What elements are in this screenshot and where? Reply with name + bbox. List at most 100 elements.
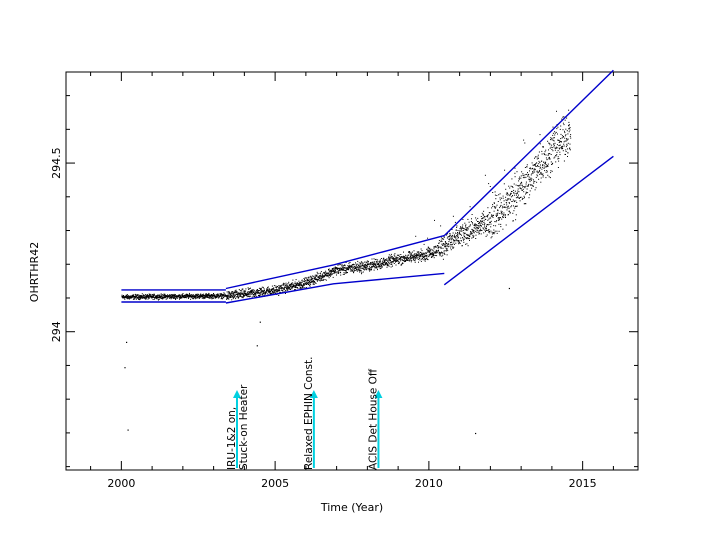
data-point <box>278 286 280 288</box>
data-point <box>541 150 543 152</box>
data-point <box>269 292 271 294</box>
data-point <box>369 268 371 270</box>
data-point <box>251 290 253 292</box>
data-point <box>371 268 372 270</box>
data-point <box>303 278 305 279</box>
data-point <box>505 193 507 195</box>
data-point <box>248 291 250 293</box>
data-point <box>150 293 152 295</box>
data-point <box>504 214 506 216</box>
data-point <box>335 270 336 272</box>
data-point <box>145 296 147 298</box>
data-point <box>427 251 429 253</box>
data-point <box>325 271 327 273</box>
data-point <box>290 284 292 286</box>
data-point <box>393 257 395 259</box>
data-point <box>472 231 474 233</box>
data-point <box>192 298 194 300</box>
data-point <box>569 135 571 137</box>
data-point <box>195 297 197 299</box>
data-point <box>497 210 499 212</box>
data-point <box>503 212 505 214</box>
data-point <box>310 283 312 285</box>
data-point <box>508 185 510 187</box>
data-point <box>563 124 565 126</box>
data-point <box>389 257 391 259</box>
data-point <box>213 293 214 294</box>
data-point <box>524 142 526 144</box>
data-point <box>203 298 205 300</box>
data-point <box>314 281 315 282</box>
data-point <box>285 286 287 288</box>
data-point <box>410 257 412 259</box>
data-point <box>390 255 392 257</box>
data-point <box>312 277 314 279</box>
data-point <box>541 173 542 175</box>
data-point <box>197 295 199 297</box>
data-point <box>544 163 546 165</box>
data-point <box>407 259 409 261</box>
data-point <box>195 297 197 299</box>
data-point <box>536 174 538 176</box>
data-point <box>434 246 436 248</box>
data-point <box>387 264 389 266</box>
data-point <box>429 249 431 251</box>
data-point <box>153 296 155 298</box>
data-point <box>233 294 235 296</box>
data-point <box>285 286 287 288</box>
data-point <box>362 267 364 269</box>
data-point <box>430 248 432 250</box>
data-point <box>135 295 137 296</box>
data-point <box>339 269 341 271</box>
data-point <box>394 259 396 260</box>
data-point <box>263 289 265 291</box>
data-point <box>427 246 429 248</box>
data-point <box>375 265 377 267</box>
data-point <box>283 288 285 290</box>
data-point <box>488 218 490 220</box>
data-point <box>553 140 555 142</box>
data-point <box>207 296 209 297</box>
data-point <box>349 262 351 263</box>
data-point <box>413 256 415 258</box>
data-point <box>412 257 414 259</box>
data-point <box>490 230 492 232</box>
data-point <box>213 295 215 297</box>
data-point <box>147 295 149 296</box>
data-point <box>506 209 508 211</box>
data-point <box>421 256 423 258</box>
data-point <box>204 297 206 299</box>
data-point <box>340 272 342 274</box>
data-point <box>564 132 566 134</box>
data-point <box>214 294 216 296</box>
data-point <box>447 246 449 248</box>
data-point <box>281 284 283 286</box>
data-point <box>415 253 417 255</box>
outlier-point <box>127 429 129 431</box>
data-point <box>489 232 491 234</box>
data-point <box>258 292 260 294</box>
data-point <box>508 207 510 209</box>
data-point <box>179 297 181 299</box>
data-point <box>319 278 321 280</box>
data-point <box>414 253 416 255</box>
data-point <box>564 137 566 139</box>
data-point <box>122 297 124 299</box>
data-point <box>181 296 183 298</box>
x-tick-label: 2010 <box>415 477 443 490</box>
data-point <box>189 295 191 297</box>
data-point <box>459 230 461 232</box>
data-point <box>542 146 544 148</box>
data-point <box>325 270 327 272</box>
data-point <box>549 158 551 160</box>
data-point <box>385 259 387 261</box>
data-point <box>512 220 514 222</box>
data-point <box>273 285 275 287</box>
data-point <box>223 294 225 296</box>
data-point <box>212 295 214 296</box>
data-point <box>292 286 294 288</box>
data-point <box>237 292 239 294</box>
data-point <box>471 218 472 220</box>
data-point <box>457 235 459 237</box>
data-point <box>316 278 318 280</box>
